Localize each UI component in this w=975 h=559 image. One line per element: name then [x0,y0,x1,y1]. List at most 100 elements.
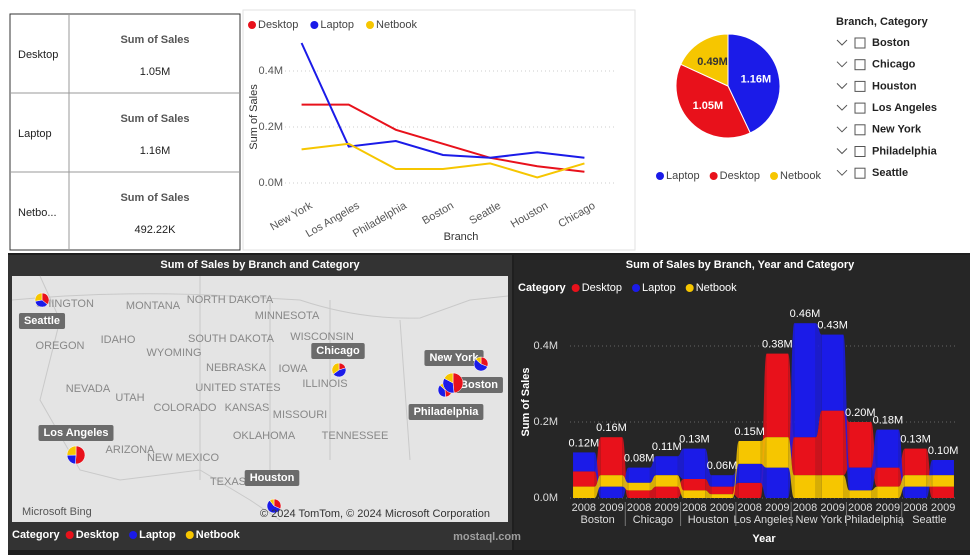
place-label: New York [429,352,479,364]
chevron [836,148,848,155]
card-title: Sum of Sales [120,34,189,46]
checkbox[interactable] [854,146,866,157]
legend-title: Category [12,529,61,541]
map-credit: © 2024 TomTom, © 2024 Microsoft Corporat… [260,508,490,520]
card-label: Desktop [18,49,58,61]
checkbox[interactable] [854,37,866,49]
ribbon-segment [904,475,927,487]
ribbon-segment [683,479,706,491]
map-pie-slice [269,498,275,507]
x-tick-label: 2008 [903,502,927,514]
region-label: ILLINOIS [302,378,347,390]
ribbon-segment [766,353,789,438]
checkbox[interactable] [854,167,866,179]
map-pie-slice [75,445,86,465]
x-group-label: Boston [581,514,615,526]
ribbon-segment [849,490,872,498]
map-pie-slice [473,358,488,372]
ribbon-band [760,437,767,468]
place-label-box [38,425,114,441]
x-tick-label: 2008 [793,502,817,514]
x-tick-label: 2009 [876,502,900,514]
map-borders [11,275,509,521]
region-label: ARIZONA [106,444,156,456]
ribbon-band [760,463,767,498]
ribbon-segment [877,467,899,487]
region-label: IDAHO [101,334,136,346]
ribbon-segment [932,486,954,498]
y-tick-label: 0.0M [259,177,283,189]
total-label: 0.15M [734,426,765,438]
legend-label: Netbook [196,529,241,541]
ribbon-title: Sum of Sales by Branch, Year and Categor… [626,259,855,271]
ribbon-band [732,441,739,498]
ribbon-segment [821,410,844,476]
ribbon-segment [904,448,927,476]
slicer-item[interactable]: Seattle [872,167,908,179]
checkbox[interactable] [854,102,866,114]
ribbon-segment [738,463,761,483]
checkbox[interactable] [854,80,866,92]
ribbon-segment [821,334,844,411]
checkbox[interactable] [854,59,866,71]
legend-label: Laptop [320,19,354,31]
slicer-item[interactable]: Houston [872,80,917,92]
ribbon-segment [600,437,623,476]
region-label: UTAH [115,392,144,404]
slicer-item[interactable]: Philadelphia [872,145,938,157]
y-tick-label: 0.2M [534,416,558,428]
map-pie-slice [332,367,347,378]
x-tick-label: 2009 [655,502,679,514]
legend-label: Netbook [780,170,821,182]
checkbox[interactable] [854,124,866,136]
x-tick-label: 2008 [682,502,706,514]
ribbon-band [871,429,878,491]
slicer-item[interactable]: Los Angeles [872,102,937,114]
pie-slice [727,33,781,134]
chevron [836,169,848,176]
x-tick-label: 2009 [931,502,955,514]
region-label: SHINGTON [36,298,94,310]
region-label: OREGON [36,340,85,352]
slicer-item[interactable]: New York [872,124,922,136]
slicer-item[interactable]: Chicago [872,59,916,71]
ribbon-segment [628,467,650,483]
total-label: 0.18M [873,415,904,427]
y-tick-label: 0.4M [259,65,283,77]
ribbon-segment [573,471,595,487]
chevron [836,83,848,90]
slicer-item[interactable]: Boston [872,37,910,49]
card-value: 1.16M [140,145,171,157]
card-value: 1.05M [140,66,171,78]
legend-label: Laptop [642,282,676,294]
legend-marker [709,172,718,180]
region-label: TENNESSEE [322,430,389,442]
card-value: 492.22K [135,224,177,236]
y-tick-label: 0.2M [259,121,283,133]
ribbon-segment [628,482,650,491]
region-label: IOWA [279,363,309,375]
ribbon-segment [849,422,872,468]
ribbon-band [843,475,850,498]
x-tick-label: 2009 [765,502,789,514]
pie-label: 1.05M [693,100,724,112]
ribbon-segment [794,475,816,498]
card-title: Sum of Sales [120,113,189,125]
card-label: Laptop [18,128,52,140]
ribbon-band [677,448,684,479]
legend-label: Desktop [258,19,298,31]
region-label: UNITED STATES [195,382,280,394]
place-label-box [244,470,300,486]
legend-label: Netbook [696,282,737,294]
chevron [836,104,848,111]
total-label: 0.06M [707,460,738,472]
ribbon-band [649,486,656,498]
series-line [300,42,585,159]
x-tick-label: 2008 [848,502,872,514]
total-label: 0.12M [569,437,600,449]
place-label: Boston [460,379,498,391]
ribbon-band [622,437,629,498]
place-label-box [424,350,484,366]
